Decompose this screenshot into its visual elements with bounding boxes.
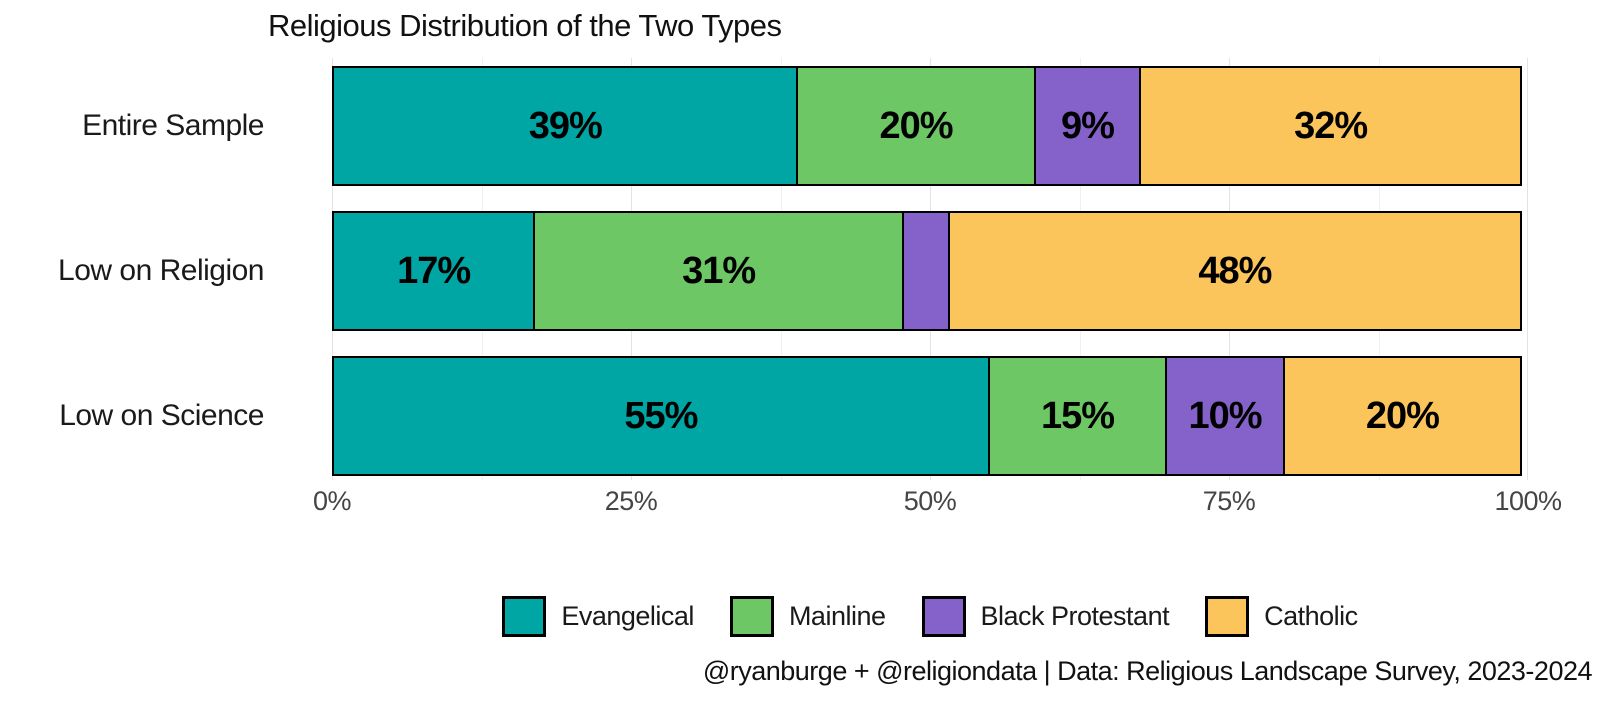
legend-swatch xyxy=(502,595,547,637)
bar-segment-black-protestant xyxy=(902,211,950,331)
bar-segment-evangelical: 55% xyxy=(332,356,990,476)
bar-segment-black-protestant: 9% xyxy=(1033,66,1142,186)
legend-label: Evangelical xyxy=(561,600,694,631)
x-tick-label: 25% xyxy=(604,486,658,516)
bar-row-entire-sample: 39% 20% 9% 32% xyxy=(332,66,1528,186)
bar-segment-mainline: 20% xyxy=(796,66,1036,186)
bar-segment-evangelical: 17% xyxy=(332,211,536,331)
legend-swatch xyxy=(1205,595,1250,637)
bar-segment-catholic: 20% xyxy=(1282,356,1522,476)
category-label: Low on Science xyxy=(59,399,264,432)
legend-swatch xyxy=(921,595,966,637)
legend-label: Mainline xyxy=(788,600,886,631)
legend-item-catholic: Catholic xyxy=(1205,595,1358,637)
bar-segment-mainline: 15% xyxy=(987,356,1168,476)
x-tick-label: 0% xyxy=(312,486,352,516)
bar-segment-evangelical: 39% xyxy=(332,66,799,186)
bar-segment-catholic: 48% xyxy=(947,211,1522,331)
source-caption: @ryanburge + @religiondata | Data: Relig… xyxy=(702,656,1593,686)
gridline-major xyxy=(1527,58,1528,480)
bar-segment-catholic: 32% xyxy=(1139,66,1522,186)
category-label: Low on Religion xyxy=(58,254,264,287)
x-tick-label: 75% xyxy=(1202,486,1256,516)
x-tick-label: 50% xyxy=(903,486,957,516)
legend-item-evangelical: Evangelical xyxy=(502,595,694,637)
bar-row-low-on-religion: 17% 31% 48% xyxy=(332,211,1528,331)
legend-label: Catholic xyxy=(1264,600,1358,631)
bar-segment-black-protestant: 10% xyxy=(1165,356,1285,476)
legend-item-mainline: Mainline xyxy=(729,595,886,637)
x-tick-label: 100% xyxy=(1494,486,1562,516)
bar-segment-mainline: 31% xyxy=(533,211,905,331)
legend: Evangelical Mainline Black Protestant Catho… xyxy=(332,586,1528,646)
legend-item-black-protestant: Black Protestant xyxy=(921,595,1170,637)
plot-panel: 39% 20% 9% 32% 17% 31% 48% 55% 15% 10% 20% xyxy=(332,58,1528,480)
chart-title: Religious Distribution of the Two Types xyxy=(268,8,782,43)
legend-label: Black Protestant xyxy=(980,600,1170,631)
bar-row-low-on-science: 55% 15% 10% 20% xyxy=(332,356,1528,476)
legend-swatch xyxy=(729,595,774,637)
category-label: Entire Sample xyxy=(82,109,264,142)
